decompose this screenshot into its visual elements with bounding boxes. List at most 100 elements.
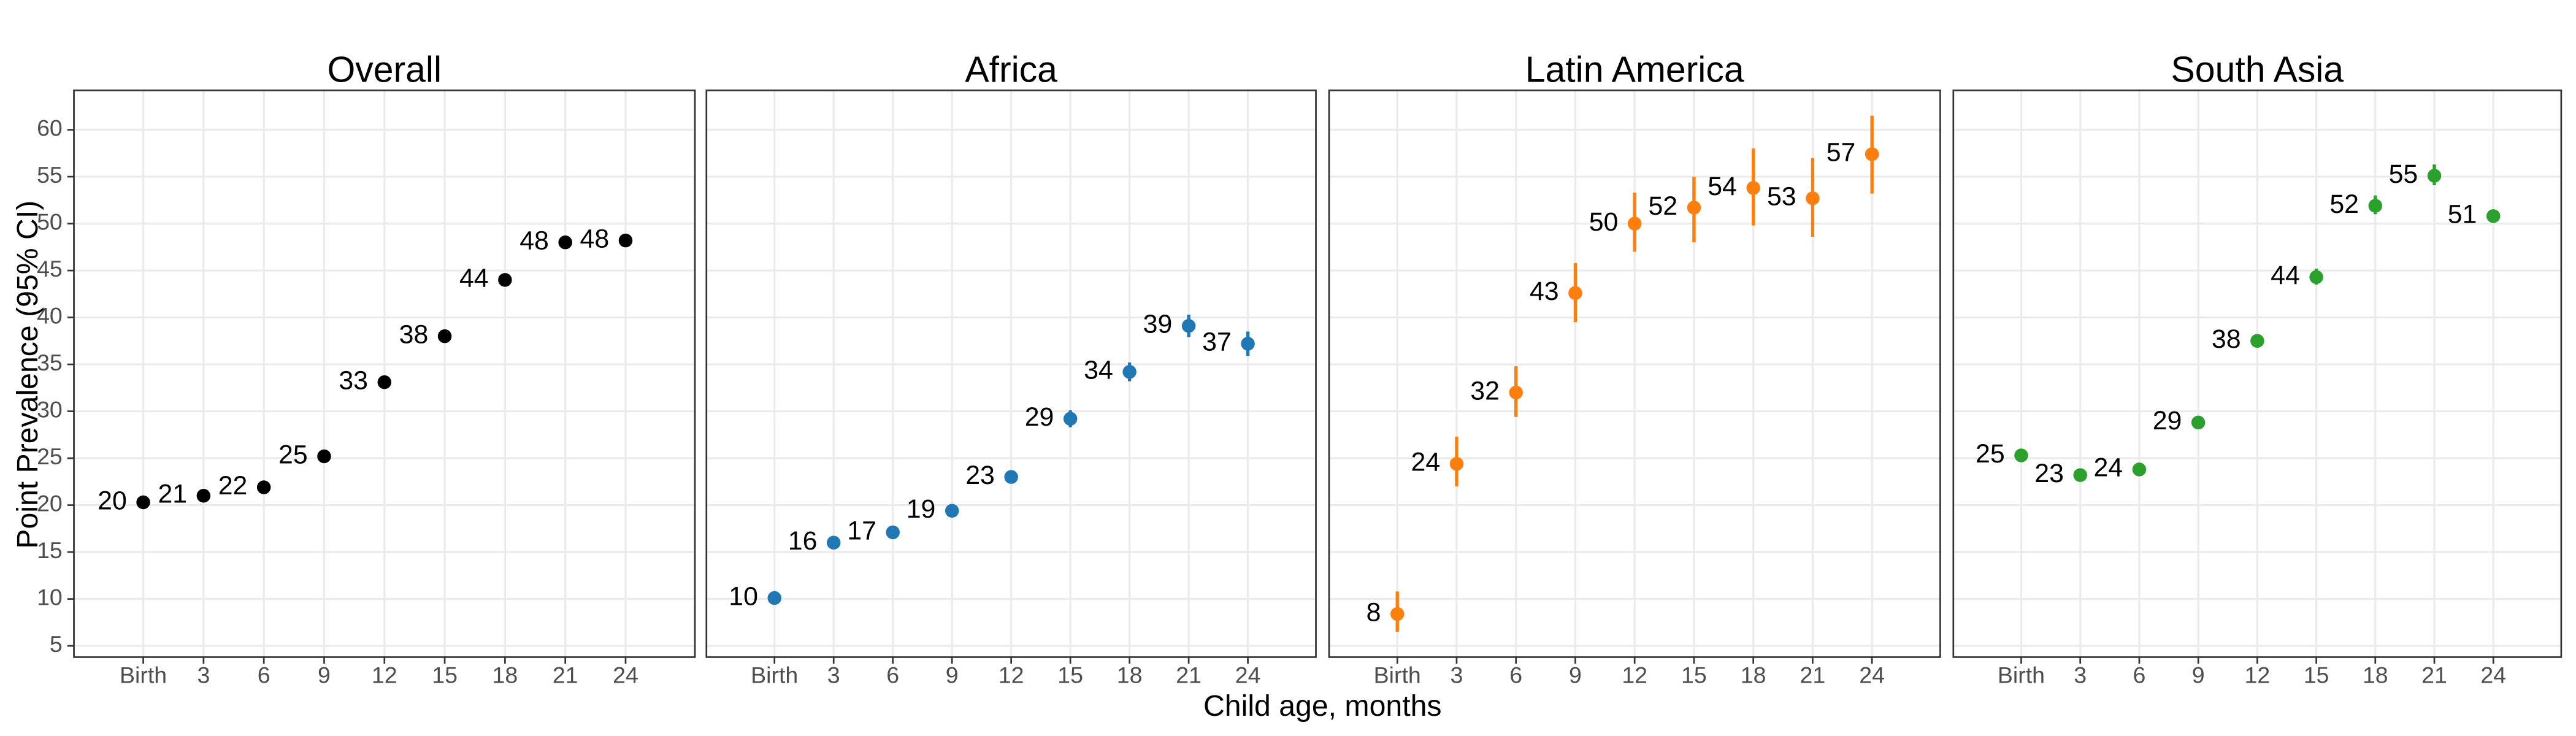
point xyxy=(945,504,959,518)
point xyxy=(1004,470,1018,484)
x-tick-label: 9 xyxy=(318,662,331,688)
data-label: 43 xyxy=(1530,277,1559,306)
data-label: 10 xyxy=(729,581,758,611)
data-label: 23 xyxy=(965,461,995,490)
data-label: 52 xyxy=(2329,190,2359,219)
y-tick-label: 55 xyxy=(37,162,63,188)
x-tick-label: 24 xyxy=(1235,662,1261,688)
x-tick-label: 21 xyxy=(2421,662,2447,688)
y-tick-label: 50 xyxy=(37,209,63,234)
x-tick-label: 18 xyxy=(1741,662,1766,688)
point xyxy=(1568,286,1582,301)
x-tick-label: 6 xyxy=(1509,662,1522,688)
x-tick-label: 24 xyxy=(2480,662,2506,688)
y-tick-label: 15 xyxy=(37,537,63,563)
data-label: 39 xyxy=(1143,310,1173,339)
point xyxy=(2073,468,2087,482)
point xyxy=(767,591,781,605)
data-label: 55 xyxy=(2389,159,2418,189)
data-label: 53 xyxy=(1767,182,1796,212)
data-label: 44 xyxy=(2271,261,2300,290)
x-tick-label: Birth xyxy=(120,662,167,688)
x-tick-label: 9 xyxy=(1569,662,1582,688)
x-tick-label: Birth xyxy=(1374,662,1421,688)
point xyxy=(2014,448,2028,462)
data-label: 29 xyxy=(2153,406,2182,435)
point xyxy=(1181,319,1196,333)
data-label: 44 xyxy=(459,264,489,293)
x-tick-label: 6 xyxy=(2133,662,2145,688)
panel-border xyxy=(1952,89,2563,658)
point xyxy=(1390,607,1405,621)
x-tick-label: 3 xyxy=(827,662,840,688)
data-label: 48 xyxy=(519,226,549,255)
data-label: 54 xyxy=(1708,172,1737,201)
y-axis-title: Point Prevalence (95% CI) xyxy=(11,201,44,549)
panel-title: South Asia xyxy=(2171,50,2344,90)
x-tick-label: 18 xyxy=(2363,662,2388,688)
data-label: 57 xyxy=(1827,138,1856,167)
point xyxy=(2427,169,2442,183)
data-label: 25 xyxy=(278,440,308,469)
point xyxy=(558,235,572,250)
data-label: 48 xyxy=(580,224,610,253)
x-tick-label: 9 xyxy=(946,662,959,688)
data-label: 34 xyxy=(1084,356,1113,385)
data-label: 50 xyxy=(1589,207,1619,237)
y-tick-label: 60 xyxy=(37,115,63,140)
panel-title: Africa xyxy=(965,50,1057,90)
point xyxy=(1063,412,1078,426)
y-tick-label: 5 xyxy=(50,631,63,657)
panel-title: Latin America xyxy=(1525,50,1744,90)
x-tick-label: 24 xyxy=(1859,662,1885,688)
x-tick-label: 12 xyxy=(999,662,1024,688)
panel-border xyxy=(1328,89,1941,658)
point xyxy=(1449,457,1464,471)
data-label: 23 xyxy=(2034,459,2064,488)
x-tick-label: 21 xyxy=(1800,662,1826,688)
point xyxy=(256,480,271,494)
x-tick-label: 12 xyxy=(2244,662,2270,688)
point xyxy=(886,525,900,540)
data-label: 32 xyxy=(1470,376,1500,405)
x-tick-label: 21 xyxy=(1176,662,1202,688)
x-tick-label: 18 xyxy=(1117,662,1143,688)
point xyxy=(317,449,331,464)
x-tick-label: 21 xyxy=(553,662,578,688)
point xyxy=(826,535,841,550)
x-tick-label: 12 xyxy=(1622,662,1647,688)
x-tick-label: Birth xyxy=(1998,662,2045,688)
panel-border xyxy=(73,89,696,658)
y-tick-label: 10 xyxy=(37,584,63,610)
y-tick-label: 20 xyxy=(37,490,63,516)
point xyxy=(2368,199,2383,213)
point xyxy=(1241,337,1255,351)
y-tick-label: 40 xyxy=(37,302,63,328)
x-tick-label: 9 xyxy=(2192,662,2205,688)
data-label: 17 xyxy=(847,516,876,545)
point xyxy=(1627,217,1642,231)
point xyxy=(1806,191,1820,205)
data-label: 16 xyxy=(788,526,818,556)
x-tick-label: 24 xyxy=(613,662,638,688)
x-tick-label: 3 xyxy=(2074,662,2087,688)
point xyxy=(377,375,392,389)
point xyxy=(196,489,211,503)
point xyxy=(2191,415,2206,430)
data-label: 22 xyxy=(218,471,248,500)
point xyxy=(437,329,452,343)
x-tick-label: 6 xyxy=(258,662,270,688)
x-tick-label: 3 xyxy=(197,662,210,688)
panel-title: Overall xyxy=(327,50,442,90)
y-tick-label: 35 xyxy=(37,350,63,375)
point xyxy=(1687,201,1701,215)
point xyxy=(2309,270,2323,285)
point xyxy=(1122,365,1137,379)
data-label: 19 xyxy=(907,494,936,524)
data-label: 52 xyxy=(1648,191,1677,221)
point xyxy=(618,233,633,248)
point xyxy=(2250,334,2264,348)
point xyxy=(1746,181,1760,195)
point xyxy=(1865,147,1879,161)
panel-border xyxy=(705,89,1317,658)
